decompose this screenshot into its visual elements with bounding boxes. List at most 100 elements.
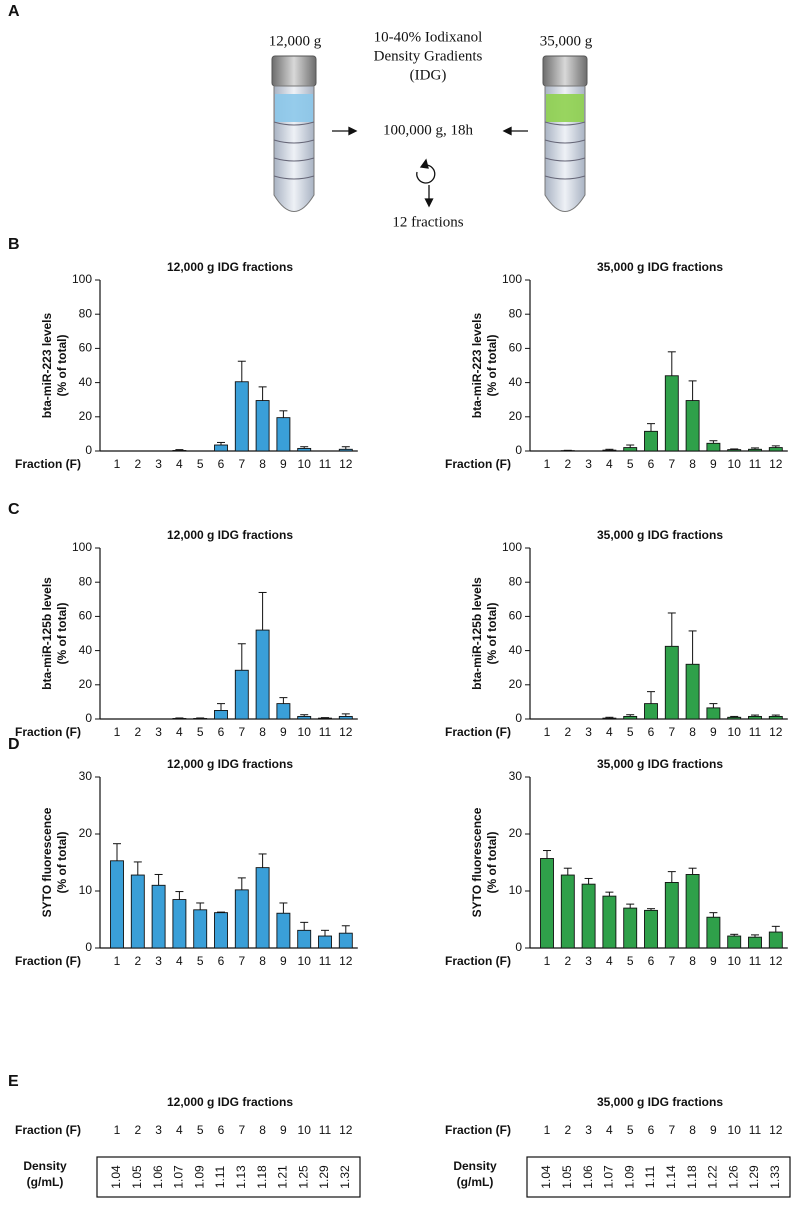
chart-title: 12,000 g IDG fractions bbox=[167, 528, 293, 542]
error-bar bbox=[259, 592, 267, 630]
bar bbox=[728, 717, 741, 719]
row-label: Fraction (F) bbox=[15, 1123, 81, 1137]
bar bbox=[235, 382, 248, 451]
bar bbox=[561, 875, 574, 948]
error-bar bbox=[259, 854, 267, 868]
error-bar bbox=[217, 704, 225, 711]
density-cell: 1.26 bbox=[726, 1165, 740, 1189]
tube-cap bbox=[543, 56, 587, 86]
density-cell: 1.29 bbox=[747, 1165, 761, 1189]
error-bar bbox=[134, 862, 142, 875]
density-cell: 1.29 bbox=[317, 1165, 331, 1189]
x-tick-label: 6 bbox=[218, 954, 225, 968]
y-tick-label: 0 bbox=[85, 443, 92, 457]
density-cell: 1.09 bbox=[622, 1165, 636, 1189]
density-cell: 1.18 bbox=[255, 1165, 269, 1189]
diagram-label: Density Gradients bbox=[374, 48, 483, 64]
bar bbox=[319, 718, 332, 719]
error-bar bbox=[238, 361, 246, 382]
x-tick-label: 2 bbox=[564, 725, 571, 739]
x-tick-label: 5 bbox=[627, 954, 634, 968]
bar bbox=[339, 449, 352, 451]
x-tick-label: 3 bbox=[155, 725, 162, 739]
error-bar bbox=[279, 903, 287, 913]
y-tick-label: 20 bbox=[79, 677, 93, 691]
x-tick-label: 5 bbox=[197, 954, 204, 968]
bar bbox=[256, 401, 269, 451]
bar bbox=[728, 450, 741, 451]
fraction-cell: 2 bbox=[134, 1123, 141, 1137]
y-tick-label: 100 bbox=[72, 272, 92, 286]
x-tick-label: 8 bbox=[259, 954, 266, 968]
y-axis-label: SYTO fluorescence bbox=[470, 807, 484, 917]
y-tick-label: 60 bbox=[509, 609, 523, 623]
y-tick-label: 80 bbox=[79, 306, 93, 320]
bar bbox=[152, 885, 165, 948]
error-bar bbox=[279, 698, 287, 704]
y-tick-label: 80 bbox=[79, 574, 93, 588]
x-tick-label: 1 bbox=[114, 457, 121, 471]
x-axis-label: Fraction (F) bbox=[15, 457, 81, 471]
y-tick-label: 20 bbox=[509, 826, 523, 840]
density-cell: 1.06 bbox=[581, 1165, 595, 1189]
y-axis-label: (% of total) bbox=[55, 335, 69, 397]
density-cell: 1.07 bbox=[172, 1165, 186, 1189]
bar bbox=[665, 376, 678, 451]
x-tick-label: 3 bbox=[585, 954, 592, 968]
bar bbox=[603, 450, 616, 451]
fraction-cell: 1 bbox=[544, 1123, 551, 1137]
x-tick-label: 3 bbox=[155, 457, 162, 471]
diagram-label: 12,000 g bbox=[269, 33, 322, 49]
x-tick-label: 8 bbox=[689, 954, 696, 968]
x-tick-label: 2 bbox=[134, 725, 141, 739]
bar bbox=[298, 716, 311, 719]
y-tick-label: 60 bbox=[79, 609, 93, 623]
error-bar bbox=[238, 878, 246, 890]
bar bbox=[319, 936, 332, 948]
x-tick-label: 8 bbox=[259, 725, 266, 739]
x-tick-label: 4 bbox=[176, 725, 183, 739]
y-axis-label: SYTO fluorescence bbox=[40, 807, 54, 917]
x-tick-label: 12 bbox=[339, 457, 353, 471]
panel-label: B bbox=[8, 236, 20, 253]
bar bbox=[645, 910, 658, 948]
panel-label: E bbox=[8, 1073, 19, 1090]
y-axis-label: (% of total) bbox=[485, 335, 499, 397]
y-tick-label: 0 bbox=[515, 940, 522, 954]
x-tick-label: 9 bbox=[710, 725, 717, 739]
bar bbox=[215, 710, 228, 719]
x-tick-label: 7 bbox=[668, 954, 675, 968]
diagram-label: 100,000 g, 18h bbox=[383, 122, 474, 138]
chart-title: 12,000 g IDG fractions bbox=[167, 260, 293, 274]
table-title: 35,000 g IDG fractions bbox=[597, 1095, 723, 1109]
y-tick-label: 10 bbox=[79, 883, 93, 897]
error-bar bbox=[113, 844, 121, 861]
y-tick-label: 40 bbox=[79, 375, 93, 389]
x-tick-label: 11 bbox=[749, 954, 762, 968]
fraction-cell: 10 bbox=[728, 1123, 742, 1137]
y-tick-label: 0 bbox=[85, 711, 92, 725]
fraction-cell: 3 bbox=[155, 1123, 162, 1137]
panel-label: C bbox=[8, 501, 20, 518]
density-cell: 1.04 bbox=[539, 1165, 553, 1189]
y-axis-label: bta-miR-223 levels bbox=[470, 312, 484, 418]
bar bbox=[686, 401, 699, 451]
fraction-cell: 12 bbox=[339, 1123, 353, 1137]
bar bbox=[173, 718, 186, 719]
density-cell: 1.09 bbox=[192, 1165, 206, 1189]
diagram: 12,000 g 35,000 g 10-40% Iodixanol Densi… bbox=[269, 29, 593, 230]
y-axis-label: (% of total) bbox=[55, 603, 69, 665]
bar bbox=[665, 882, 678, 948]
x-tick-label: 5 bbox=[627, 725, 634, 739]
diagram-label: (IDG) bbox=[410, 67, 447, 83]
error-bar bbox=[668, 872, 676, 883]
density-cell: 1.11 bbox=[213, 1165, 227, 1188]
y-tick-label: 80 bbox=[509, 574, 523, 588]
error-bar bbox=[585, 878, 593, 884]
x-axis-label: Fraction (F) bbox=[15, 725, 81, 739]
y-tick-label: 0 bbox=[85, 940, 92, 954]
y-tick-label: 30 bbox=[79, 769, 93, 783]
x-tick-label: 7 bbox=[238, 457, 245, 471]
error-bar bbox=[709, 913, 717, 918]
bar bbox=[686, 874, 699, 948]
